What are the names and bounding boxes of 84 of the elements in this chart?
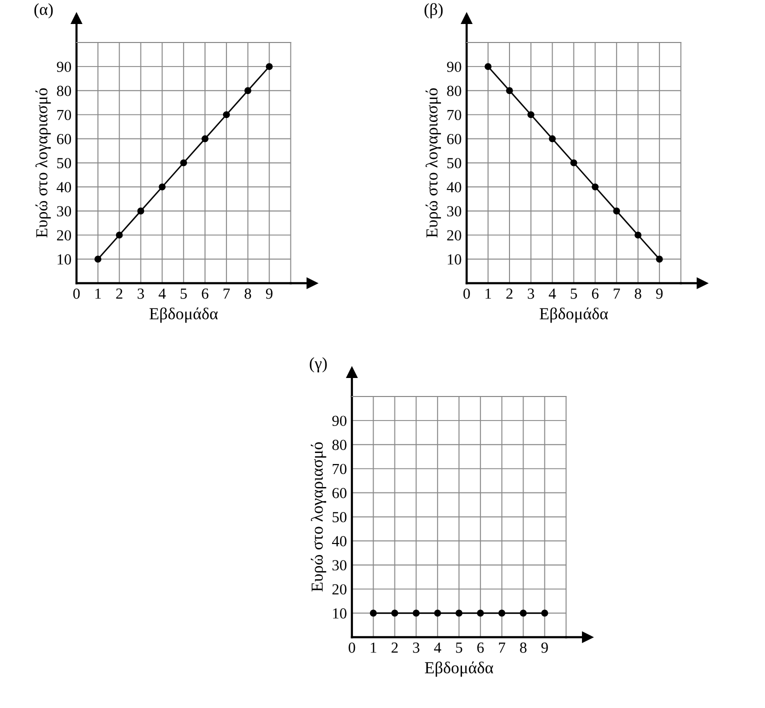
x-axis-title: Εβδομάδα (540, 307, 608, 323)
y-tick-label: 20 (447, 230, 462, 241)
x-tick-label: 3 (138, 288, 144, 299)
chart-title: (α) (34, 3, 53, 18)
point (548, 135, 556, 142)
x-tick-label: 1 (486, 288, 491, 299)
y-tick-label: 60 (447, 134, 462, 144)
x-tick-label: 9 (656, 288, 663, 299)
y-axis-title: Ευρώ στο λογαριασμό (310, 442, 326, 592)
x-tick-label: 4 (548, 288, 556, 299)
point (180, 159, 188, 166)
point (484, 63, 492, 70)
y-tick-label: 80 (332, 440, 346, 450)
y-tick-label: 60 (332, 488, 346, 498)
y-tick-label: 70 (57, 110, 72, 120)
x-tick-label: 7 (224, 288, 230, 299)
y-tick-label: 20 (57, 230, 72, 241)
x-tick-label: 5 (456, 642, 462, 653)
y-tick-label: 90 (332, 416, 346, 426)
point (222, 111, 230, 118)
x-tick-label: 6 (592, 288, 599, 299)
y-tick-label: 10 (333, 608, 346, 619)
point (244, 87, 252, 94)
point (527, 111, 534, 118)
x-tick-label: 4 (434, 642, 442, 653)
point (592, 183, 599, 190)
chart-title: (β) (424, 3, 443, 18)
y-tick-label: 30 (57, 206, 72, 216)
y-tick-label: 80 (447, 86, 462, 96)
y-tick-label: 60 (57, 134, 72, 144)
point (570, 159, 578, 166)
y-tick-label: 40 (446, 182, 462, 192)
x-tick-label: 8 (634, 288, 642, 299)
x-tick-label: 1 (370, 642, 376, 653)
x-tick-label: 0 (463, 288, 470, 299)
x-tick-label: 6 (477, 642, 484, 653)
y-axis-title: Ευρώ στο λογαριασμό (426, 88, 441, 238)
x-tick-label: 3 (528, 288, 534, 299)
x-axis-title: Εβδομάδα (424, 661, 494, 677)
x-axis-title: Εβδομάδα (150, 307, 218, 323)
y-tick-label: 80 (56, 86, 72, 96)
x-tick-label: 4 (158, 288, 166, 299)
point (613, 208, 620, 214)
x-tick-label: 3 (413, 642, 420, 653)
y-tick-label: 40 (56, 182, 72, 192)
x-tick-label: 9 (266, 288, 272, 299)
x-tick-label: 0 (73, 288, 80, 299)
y-tick-label: 10 (448, 254, 462, 265)
point (506, 87, 513, 94)
x-tick-label: 9 (541, 642, 548, 653)
point (202, 135, 208, 142)
y-tick-label: 30 (447, 206, 462, 216)
x-tick-label: 6 (202, 288, 208, 299)
x-tick-label: 1 (95, 288, 101, 299)
point (137, 208, 144, 214)
point (266, 63, 273, 70)
point (116, 232, 123, 239)
x-tick-label: 2 (392, 642, 398, 653)
y-tick-label: 90 (447, 62, 462, 72)
point (158, 183, 166, 190)
y-tick-label: 10 (58, 254, 72, 265)
y-tick-label: 50 (57, 158, 72, 168)
x-tick-label: 2 (116, 288, 122, 299)
y-tick-label: 50 (332, 512, 346, 522)
x-tick-label: 0 (348, 642, 356, 653)
x-tick-label: 7 (499, 642, 506, 653)
y-axis-title: Ευρώ στο λογαριασμό (35, 88, 51, 238)
point (634, 232, 642, 239)
y-tick-label: 70 (448, 110, 462, 120)
y-tick-label: 70 (332, 464, 346, 474)
x-tick-label: 2 (506, 288, 512, 299)
y-tick-label: 90 (56, 62, 72, 72)
x-tick-label: 8 (520, 642, 526, 653)
x-tick-label: 7 (614, 288, 620, 299)
y-tick-label: 20 (332, 584, 346, 595)
point (94, 256, 102, 263)
x-tick-label: 8 (244, 288, 252, 299)
y-tick-label: 40 (332, 536, 346, 546)
y-tick-label: 50 (447, 158, 462, 168)
point (656, 256, 663, 263)
y-tick-label: 30 (332, 560, 346, 570)
x-tick-label: 5 (570, 288, 577, 299)
chart-title: (γ) (310, 357, 327, 372)
x-tick-label: 5 (180, 288, 187, 299)
